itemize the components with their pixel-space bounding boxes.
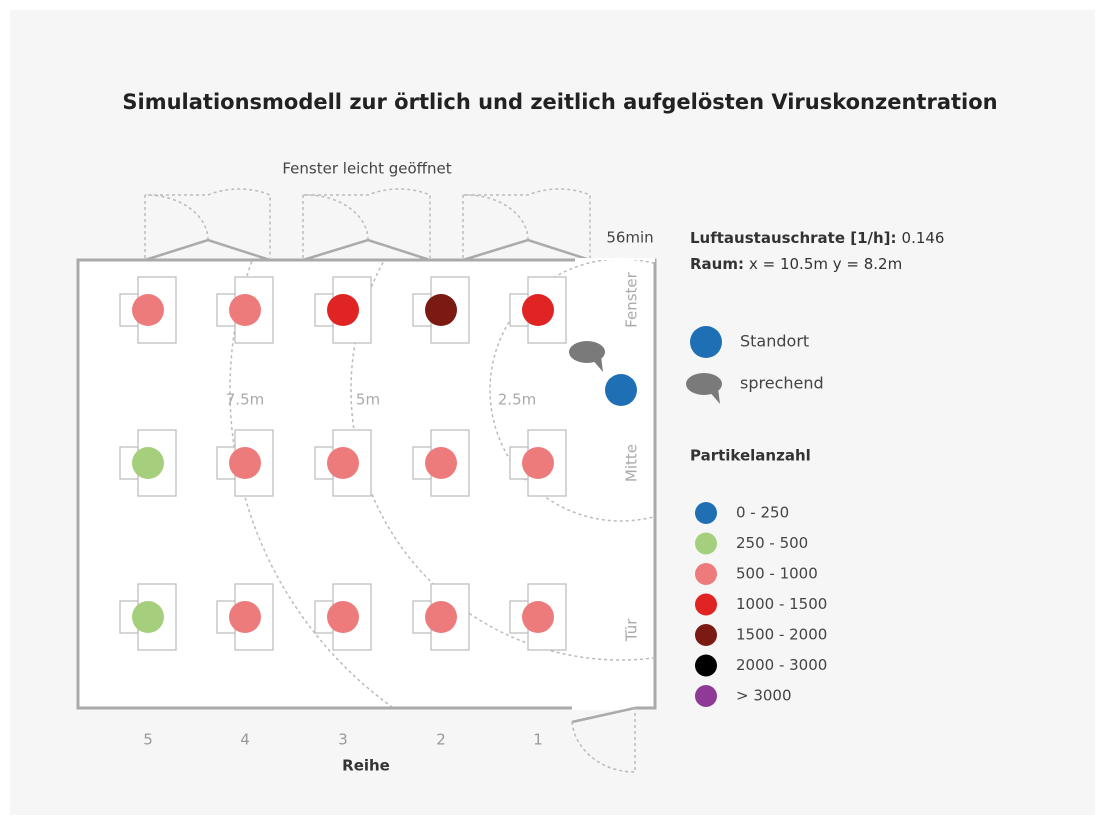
legend-swatch	[695, 685, 717, 707]
window-frame	[302, 238, 431, 262]
legend-label: 500 - 1000	[736, 565, 818, 583]
seat	[522, 294, 554, 326]
seat	[229, 601, 261, 633]
info-label: Luftaustauschrate [1/h]:	[690, 229, 897, 247]
legend-label: > 3000	[736, 687, 792, 705]
zone-label: Fenster	[623, 271, 641, 327]
zone-label: Mitte	[623, 444, 641, 482]
distance-arcs	[229, 260, 655, 708]
row-number: 1	[533, 731, 543, 749]
distance-label: 7.5m	[226, 391, 264, 409]
seat	[425, 447, 457, 479]
legend-swatch	[695, 563, 717, 585]
legend-standort	[690, 326, 722, 358]
info-line: Raum: x = 10.5m y = 8.2m	[690, 255, 902, 273]
seat	[425, 294, 457, 326]
seat	[132, 447, 164, 479]
seat	[229, 447, 261, 479]
legend-label: 250 - 500	[736, 534, 808, 552]
row-number: 3	[338, 731, 348, 749]
legend-label: 1000 - 1500	[736, 595, 827, 613]
distance-label: 2.5m	[498, 391, 536, 409]
legend-label: 1500 - 2000	[736, 626, 827, 644]
legend-swatch	[695, 502, 717, 524]
rows-label: Reihe	[342, 757, 390, 775]
legend-label: 2000 - 3000	[736, 656, 827, 674]
seat	[522, 447, 554, 479]
window-label: Fenster leicht geöffnet	[282, 160, 451, 178]
window-sash	[144, 188, 271, 258]
legend-label: Standort	[740, 332, 809, 351]
speech-tail	[708, 388, 720, 404]
legend-swatch	[695, 654, 717, 677]
info-line: Luftaustauschrate [1/h]: 0.146	[690, 229, 944, 247]
seat	[132, 601, 164, 633]
legend-title: Partikelanzahl	[690, 447, 811, 465]
door	[571, 706, 636, 724]
distance-arc	[489, 260, 655, 522]
speech-tail	[591, 356, 603, 372]
row-number: 4	[240, 731, 250, 749]
window-sash	[302, 188, 431, 258]
standort	[605, 374, 637, 406]
seat	[425, 601, 457, 633]
info-label: Raum:	[690, 255, 744, 273]
info-value: x = 10.5m y = 8.2m	[749, 255, 902, 273]
row-number: 5	[143, 731, 153, 749]
window-frame	[462, 238, 591, 262]
legend-label: 0 - 250	[736, 504, 789, 522]
seat	[327, 294, 359, 326]
legend-swatch	[695, 532, 717, 555]
legend-swatch	[695, 624, 717, 646]
time: 56min	[606, 229, 653, 247]
row-number: 2	[436, 731, 446, 749]
seat	[522, 601, 554, 633]
seat	[327, 447, 359, 479]
window-sash	[462, 188, 591, 258]
seat	[229, 294, 261, 326]
window-frame	[144, 238, 271, 262]
distance-label: 5m	[356, 391, 380, 409]
zone-label: Tür	[623, 618, 641, 643]
info-value: 0.146	[902, 229, 945, 247]
legend-label: sprechend	[740, 374, 824, 393]
distance-arc	[350, 260, 655, 661]
title: Simulationsmodell zur örtlich und zeitli…	[122, 90, 997, 114]
legend-swatch	[695, 593, 717, 616]
seat	[132, 294, 164, 326]
seat	[327, 601, 359, 633]
